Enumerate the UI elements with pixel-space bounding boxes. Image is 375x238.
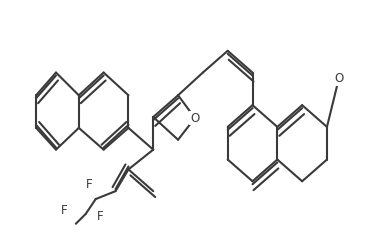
Text: F: F xyxy=(86,178,92,191)
Text: F: F xyxy=(61,204,67,218)
Text: O: O xyxy=(334,72,344,85)
Text: O: O xyxy=(190,112,200,124)
Text: F: F xyxy=(98,210,104,223)
